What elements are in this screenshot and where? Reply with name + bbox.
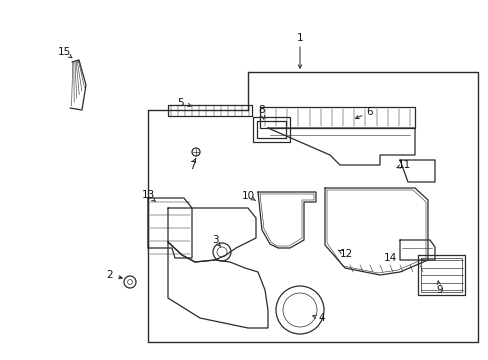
- Text: 9: 9: [436, 285, 443, 295]
- Text: 7: 7: [188, 161, 195, 171]
- Text: 3: 3: [211, 235, 218, 245]
- Text: 13: 13: [141, 190, 154, 200]
- Text: 8: 8: [258, 105, 265, 115]
- Text: 5: 5: [177, 98, 184, 108]
- Text: 10: 10: [241, 191, 254, 201]
- Text: 15: 15: [57, 47, 70, 57]
- Text: 6: 6: [366, 107, 372, 117]
- Text: 2: 2: [106, 270, 113, 280]
- Text: 4: 4: [318, 313, 325, 323]
- Text: 14: 14: [383, 253, 396, 263]
- Text: 1: 1: [296, 33, 303, 43]
- Text: 11: 11: [397, 160, 410, 170]
- Text: 12: 12: [339, 249, 352, 259]
